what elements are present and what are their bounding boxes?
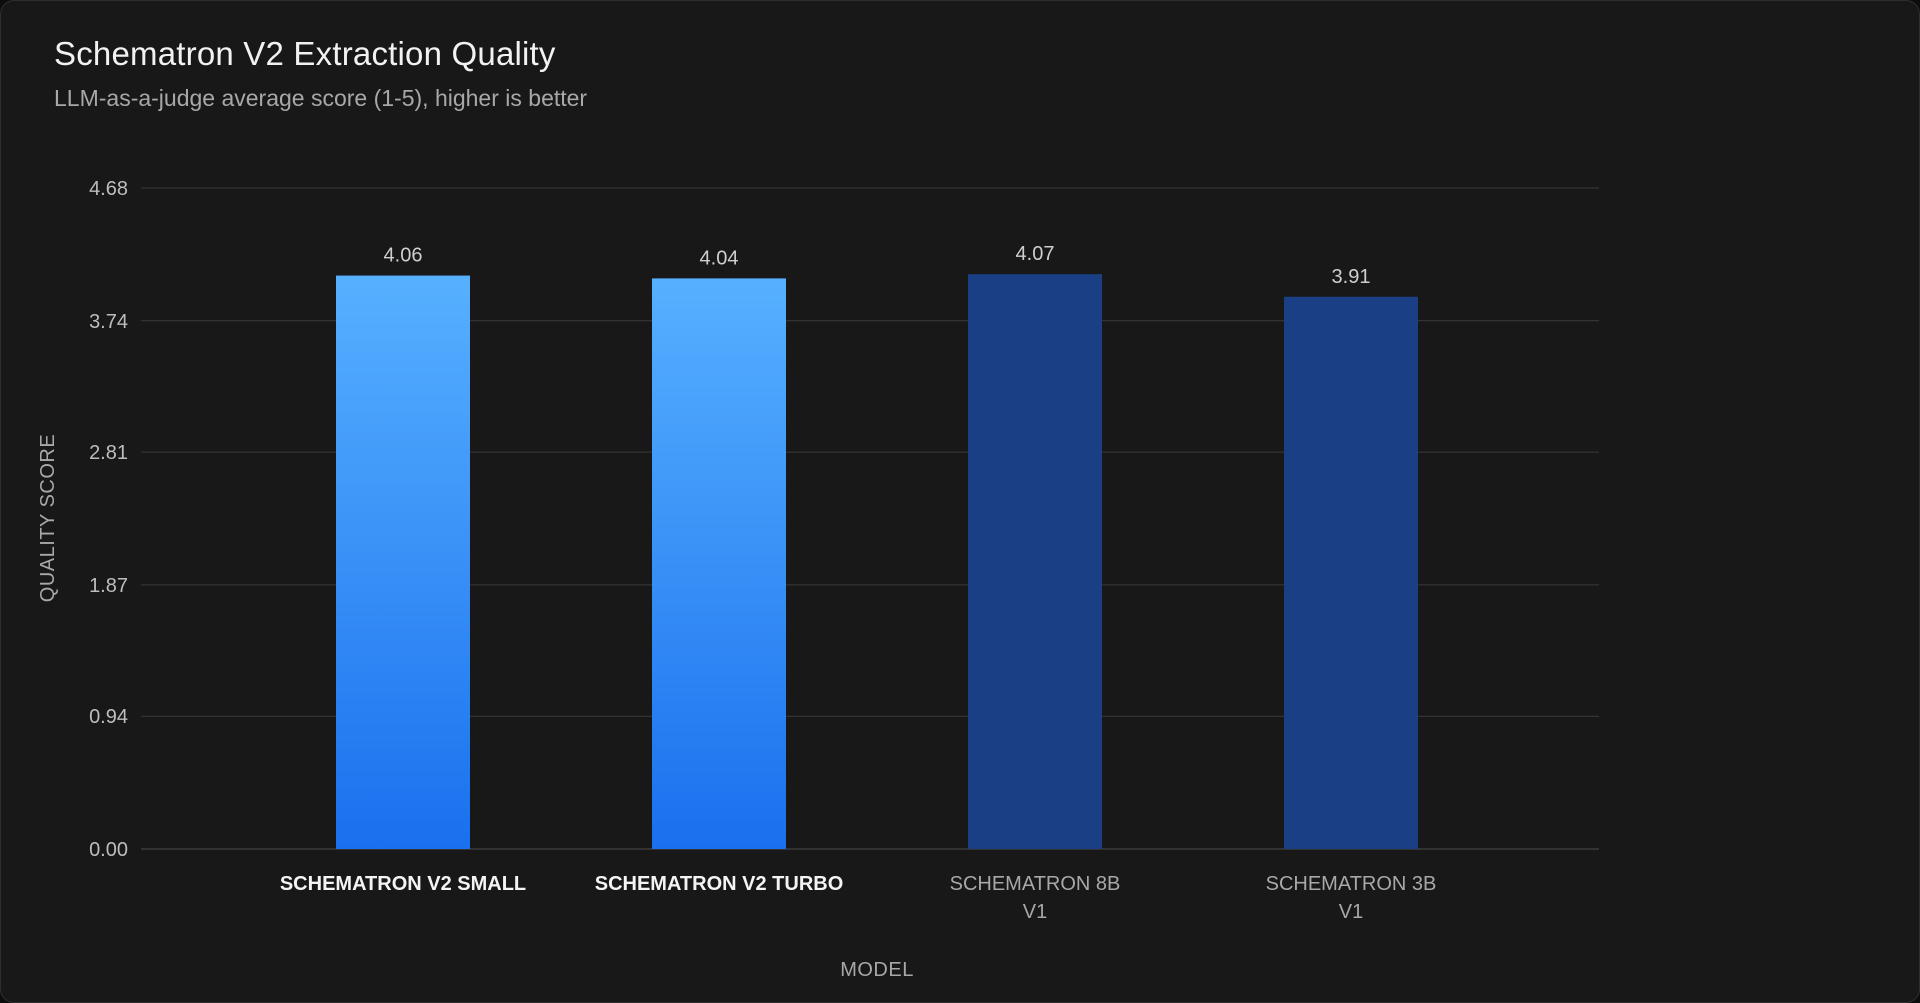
x-category-label: V1 <box>1339 901 1363 923</box>
y-tick-label: 3.74 <box>89 311 128 333</box>
x-axis-categories: SCHEMATRON V2 SMALL SCHEMATRON V2 TURBO SC… <box>280 873 1437 923</box>
bar-value-label: 4.06 <box>384 245 423 267</box>
bar-value-label: 4.04 <box>700 247 739 269</box>
x-category-label: SCHEMATRON 8B <box>950 873 1121 895</box>
x-category-label: SCHEMATRON V2 TURBO <box>595 873 844 895</box>
y-tick-label: 0.00 <box>89 839 128 861</box>
chart-subtitle: LLM-as-a-judge average score (1-5), high… <box>54 85 588 111</box>
chart-title: Schematron V2 Extraction Quality <box>54 35 556 72</box>
bar-value-label: 3.91 <box>1332 266 1371 288</box>
x-category-label: V1 <box>1023 901 1047 923</box>
bars <box>336 274 1418 850</box>
bar[interactable] <box>968 274 1102 849</box>
bar[interactable] <box>336 275 470 850</box>
x-axis-title: MODEL <box>840 959 914 981</box>
y-tick-label: 0.94 <box>89 706 128 728</box>
y-axis-ticks: 0.00 0.94 1.87 2.81 3.74 4.68 <box>89 178 128 861</box>
y-axis-title: QUALITY SCORE <box>37 434 59 602</box>
x-category-label: SCHEMATRON 3B <box>1266 873 1437 895</box>
y-tick-label: 1.87 <box>89 575 128 597</box>
x-category-label: SCHEMATRON V2 SMALL <box>280 873 526 895</box>
y-tick-label: 4.68 <box>89 178 128 200</box>
value-labels: 4.06 4.04 4.07 3.91 <box>384 243 1371 288</box>
bar[interactable] <box>652 278 786 849</box>
y-tick-label: 2.81 <box>89 442 128 464</box>
bar-value-label: 4.07 <box>1016 243 1055 265</box>
bar[interactable] <box>1284 296 1418 849</box>
